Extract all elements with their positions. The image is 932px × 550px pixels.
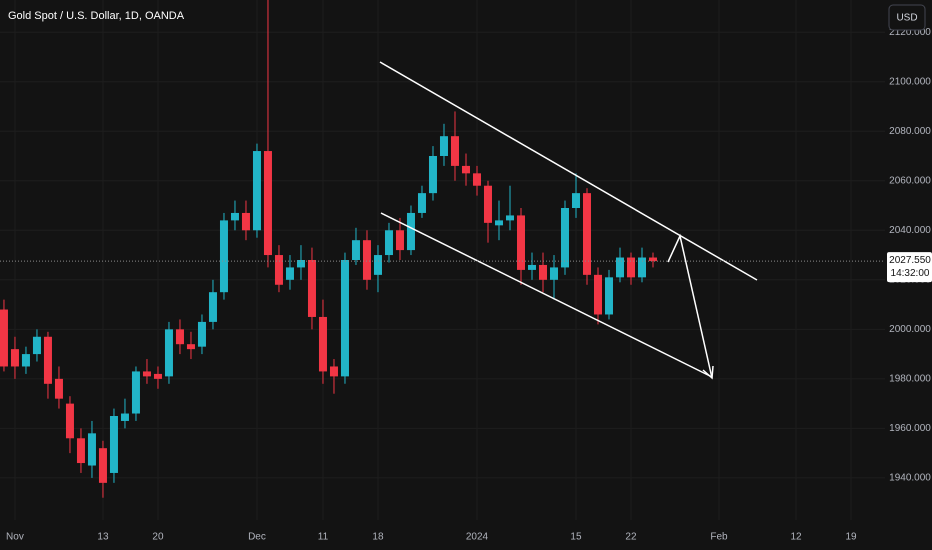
candle-body bbox=[527, 264, 536, 270]
grid bbox=[0, 0, 885, 520]
x-tick-label: 2024 bbox=[466, 532, 489, 543]
projection-arrow bbox=[667, 233, 713, 379]
candle-body bbox=[197, 321, 206, 347]
y-tick-label: 2000.000 bbox=[889, 324, 931, 335]
candle-body bbox=[65, 403, 74, 439]
y-tick-label: 1960.000 bbox=[889, 423, 931, 434]
candle-body bbox=[142, 371, 151, 377]
x-tick-label: 20 bbox=[152, 532, 164, 543]
y-tick-label: 1940.000 bbox=[889, 473, 931, 484]
x-tick-label: 15 bbox=[570, 532, 582, 543]
currency-label[interactable]: USD bbox=[896, 13, 917, 24]
x-tick-label: Nov bbox=[6, 532, 24, 543]
candle-body bbox=[648, 257, 657, 262]
candle-body bbox=[615, 257, 624, 278]
candle-body bbox=[307, 260, 316, 317]
candle-body bbox=[87, 433, 96, 466]
candle-body bbox=[637, 257, 646, 278]
last-price-box bbox=[887, 252, 932, 283]
candle-body bbox=[164, 329, 173, 377]
candle-body bbox=[428, 156, 437, 194]
arrow-head bbox=[702, 365, 714, 380]
x-tick-label: Feb bbox=[710, 532, 728, 543]
candle-body bbox=[483, 185, 492, 223]
candle-body bbox=[582, 193, 591, 275]
candle-body bbox=[32, 336, 41, 355]
candle-body bbox=[340, 260, 349, 377]
candle-body bbox=[296, 260, 305, 268]
candle-body bbox=[186, 344, 195, 350]
candle-body bbox=[472, 173, 481, 186]
candle-body bbox=[274, 255, 283, 285]
candle-body bbox=[329, 366, 338, 377]
candle-body bbox=[219, 220, 228, 293]
candle-body bbox=[153, 373, 162, 379]
candle-body bbox=[439, 136, 448, 156]
candle-body bbox=[560, 208, 569, 268]
candles bbox=[0, 0, 657, 498]
candle-body bbox=[450, 136, 459, 166]
x-tick-label: 22 bbox=[625, 532, 637, 543]
candle-body bbox=[131, 371, 140, 414]
candle-body bbox=[54, 378, 63, 399]
candle-body bbox=[417, 193, 426, 213]
candle-body bbox=[406, 212, 415, 251]
y-tick-label: 2120.000 bbox=[889, 27, 931, 38]
x-tick-label: 12 bbox=[790, 532, 802, 543]
last-price-label: 2027.550 bbox=[889, 255, 931, 266]
candle-body bbox=[505, 215, 514, 221]
candle-body bbox=[0, 309, 8, 367]
candle-body bbox=[395, 230, 404, 251]
y-tick-label: 2100.000 bbox=[889, 76, 931, 87]
candle-body bbox=[604, 277, 613, 315]
candle-body bbox=[362, 240, 371, 280]
lower-trend-line bbox=[380, 212, 713, 378]
countdown-label: 14:32:00 bbox=[891, 268, 930, 279]
candle-body bbox=[494, 220, 503, 226]
candle-body bbox=[21, 354, 30, 367]
candle-body bbox=[98, 448, 107, 483]
candle-body bbox=[241, 212, 250, 231]
candle-body bbox=[373, 255, 382, 275]
y-tick-label: 1980.000 bbox=[889, 373, 931, 384]
candle-body bbox=[175, 329, 184, 345]
x-tick-label: 13 bbox=[97, 532, 109, 543]
candle-body bbox=[76, 438, 85, 464]
candle-body bbox=[230, 212, 239, 221]
y-tick-label: 2060.000 bbox=[889, 175, 931, 186]
upper-trend-line bbox=[379, 61, 758, 281]
x-tick-label: Dec bbox=[248, 532, 266, 543]
y-tick-label: 2080.000 bbox=[889, 126, 931, 137]
candle-body bbox=[626, 257, 635, 278]
candle-body bbox=[538, 264, 547, 280]
x-tick-label: 18 bbox=[372, 532, 384, 543]
axes: 1940.0001960.0001980.0002000.0002020.000… bbox=[0, 27, 932, 543]
candle-body bbox=[252, 151, 261, 231]
chart-title: Gold Spot / U.S. Dollar, 1D, OANDA bbox=[8, 10, 185, 22]
candle-body bbox=[351, 240, 360, 260]
candle-body bbox=[263, 151, 272, 256]
drawings bbox=[379, 61, 758, 380]
x-tick-label: 19 bbox=[845, 532, 857, 543]
candle-body bbox=[318, 316, 327, 372]
candle-body bbox=[10, 349, 19, 367]
candle-body bbox=[384, 230, 393, 256]
candle-body bbox=[109, 416, 118, 473]
candle-body bbox=[571, 193, 580, 208]
candle-body bbox=[461, 165, 470, 174]
candle-body bbox=[120, 413, 129, 421]
candle-body bbox=[516, 215, 525, 270]
candle-body bbox=[208, 292, 217, 322]
candle-body bbox=[285, 267, 294, 280]
x-tick-label: 11 bbox=[318, 532, 329, 543]
currency-button[interactable] bbox=[888, 4, 926, 31]
candle-body bbox=[549, 267, 558, 280]
y-tick-label: 2040.000 bbox=[889, 225, 931, 236]
candle-body bbox=[43, 336, 52, 384]
candle-body bbox=[593, 274, 602, 315]
